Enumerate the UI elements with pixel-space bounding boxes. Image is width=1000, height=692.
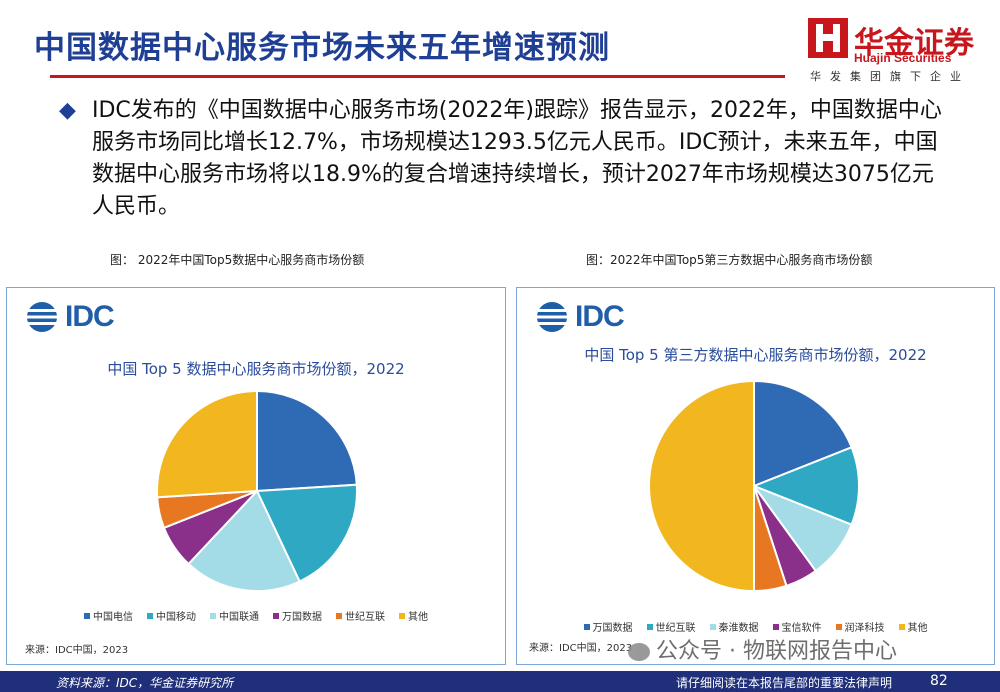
summary-text: IDC发布的《中国数据中心服务市场(2022年)跟踪》报告显示，2022年，中国…: [92, 98, 942, 219]
legend-swatch: [273, 612, 279, 619]
idc-globe-icon: [27, 302, 57, 332]
pie-slice-6: [648, 379, 755, 593]
pie-slice-3: [187, 489, 301, 592]
watermark: 公众号 · 物联网报告中心: [628, 633, 897, 665]
pie-slice-1: [256, 389, 358, 493]
legend-swatch: [210, 612, 216, 619]
legend-label: 其他: [408, 612, 428, 623]
legend-item: 宝信软件: [772, 619, 822, 634]
pie-slice-6: [156, 389, 258, 499]
idc-logo-text: IDC: [65, 300, 115, 333]
legend-item: 中国电信: [84, 608, 133, 623]
idc-logo-text: IDC: [575, 300, 625, 333]
legend-swatch: [147, 612, 153, 619]
left-chart-panel: IDC 中国 Top 5 数据中心服务商市场份额，2022 中国电信 中国移动 中国…: [6, 287, 506, 665]
legend-label: 中国电信: [93, 612, 133, 623]
legend-swatch: [399, 612, 405, 619]
legend-label: 宝信软件: [781, 623, 822, 634]
legend-item: 世纪互联: [646, 619, 696, 634]
legend-swatch: [84, 612, 90, 619]
footer-source: 资料来源：IDC，华金证券研究所: [56, 676, 234, 690]
legend-swatch: [583, 623, 590, 630]
pie-slice-1: [753, 379, 853, 488]
legend-label: 其他: [907, 623, 928, 634]
diamond-bullet-icon: ◆: [59, 98, 76, 123]
footer-disclaimer: 请仔细阅读在本报告尾部的重要法律声明: [676, 676, 893, 690]
chart-legend: 万国数据 世纪互联 秦淮数据 宝信软件 润泽科技 其他: [517, 619, 994, 634]
huajin-logo-icon: [808, 18, 848, 58]
legend-label: 秦淮数据: [718, 623, 759, 634]
legend-item: 润泽科技: [835, 619, 885, 634]
brand-logo: 华金证券 Huajin Securities 华发集团旗下企业: [808, 18, 988, 88]
pie-slice-2: [255, 483, 358, 583]
legend-swatch: [646, 623, 653, 630]
legend-swatch: [709, 623, 716, 630]
legend-item: 万国数据: [273, 608, 322, 623]
legend-label: 世纪互联: [345, 612, 385, 623]
legend-item: 中国联通: [210, 608, 259, 623]
legend-item: 其他: [399, 608, 428, 623]
summary-bullet: ◆ IDC发布的《中国数据中心服务市场(2022年)跟踪》报告显示，2022年，…: [59, 95, 952, 223]
footer-bar: 资料来源：IDC，华金证券研究所 请仔细阅读在本报告尾部的重要法律声明 82: [0, 671, 1000, 692]
pie-chart-left: [156, 389, 358, 592]
page-title: 中国数据中心服务市场未来五年增速预测: [34, 30, 610, 66]
chart-title: 中国 Top 5 第三方数据中心服务商市场份额，2022: [584, 346, 927, 364]
legend-label: 世纪互联: [655, 623, 696, 634]
legend-item: 世纪互联: [336, 608, 385, 623]
legend-item: 其他: [898, 619, 928, 634]
legend-item: 万国数据: [583, 619, 633, 634]
watermark-text: 公众号 · 物联网报告中心: [656, 639, 897, 664]
legend-item: 秦淮数据: [709, 619, 759, 634]
legend-item: 中国移动: [147, 608, 196, 623]
legend-label: 润泽科技: [844, 623, 885, 634]
pie-chart-right: [648, 379, 860, 593]
legend-swatch: [772, 623, 779, 630]
legend-label: 中国移动: [156, 612, 196, 623]
title-divider: [50, 75, 785, 78]
left-figure-caption: 图： 2022年中国Top5数据中心服务商市场份额: [110, 253, 365, 267]
logo-english-name: Huajin Securities: [854, 51, 952, 65]
logo-chinese-name: 华金证券: [854, 26, 974, 61]
legend-label: 万国数据: [282, 612, 322, 623]
idc-globe-icon: [537, 302, 567, 332]
legend-label: 万国数据: [592, 623, 633, 634]
logo-subtitle: 华发集团旗下企业: [810, 70, 970, 83]
page-number: 82: [930, 673, 948, 689]
wechat-icon: [628, 643, 650, 661]
chart-source: 来源：IDC中国，2023: [25, 645, 129, 656]
legend-swatch: [835, 623, 842, 630]
legend-label: 中国联通: [219, 612, 259, 623]
right-chart-panel: IDC 中国 Top 5 第三方数据中心服务商市场份额，2022 万国数据 世纪互…: [516, 287, 995, 665]
legend-swatch: [336, 612, 342, 619]
legend-swatch: [898, 623, 905, 630]
chart-source: 来源：IDC中国，2023: [529, 643, 633, 654]
chart-legend: 中国电信 中国移动 中国联通 万国数据 世纪互联 其他: [7, 608, 505, 623]
pie-slice-2: [751, 446, 860, 526]
chart-title: 中国 Top 5 数据中心服务商市场份额，2022: [107, 360, 405, 378]
right-figure-caption: 图：2022年中国Top5第三方数据中心服务商市场份额: [586, 253, 873, 267]
